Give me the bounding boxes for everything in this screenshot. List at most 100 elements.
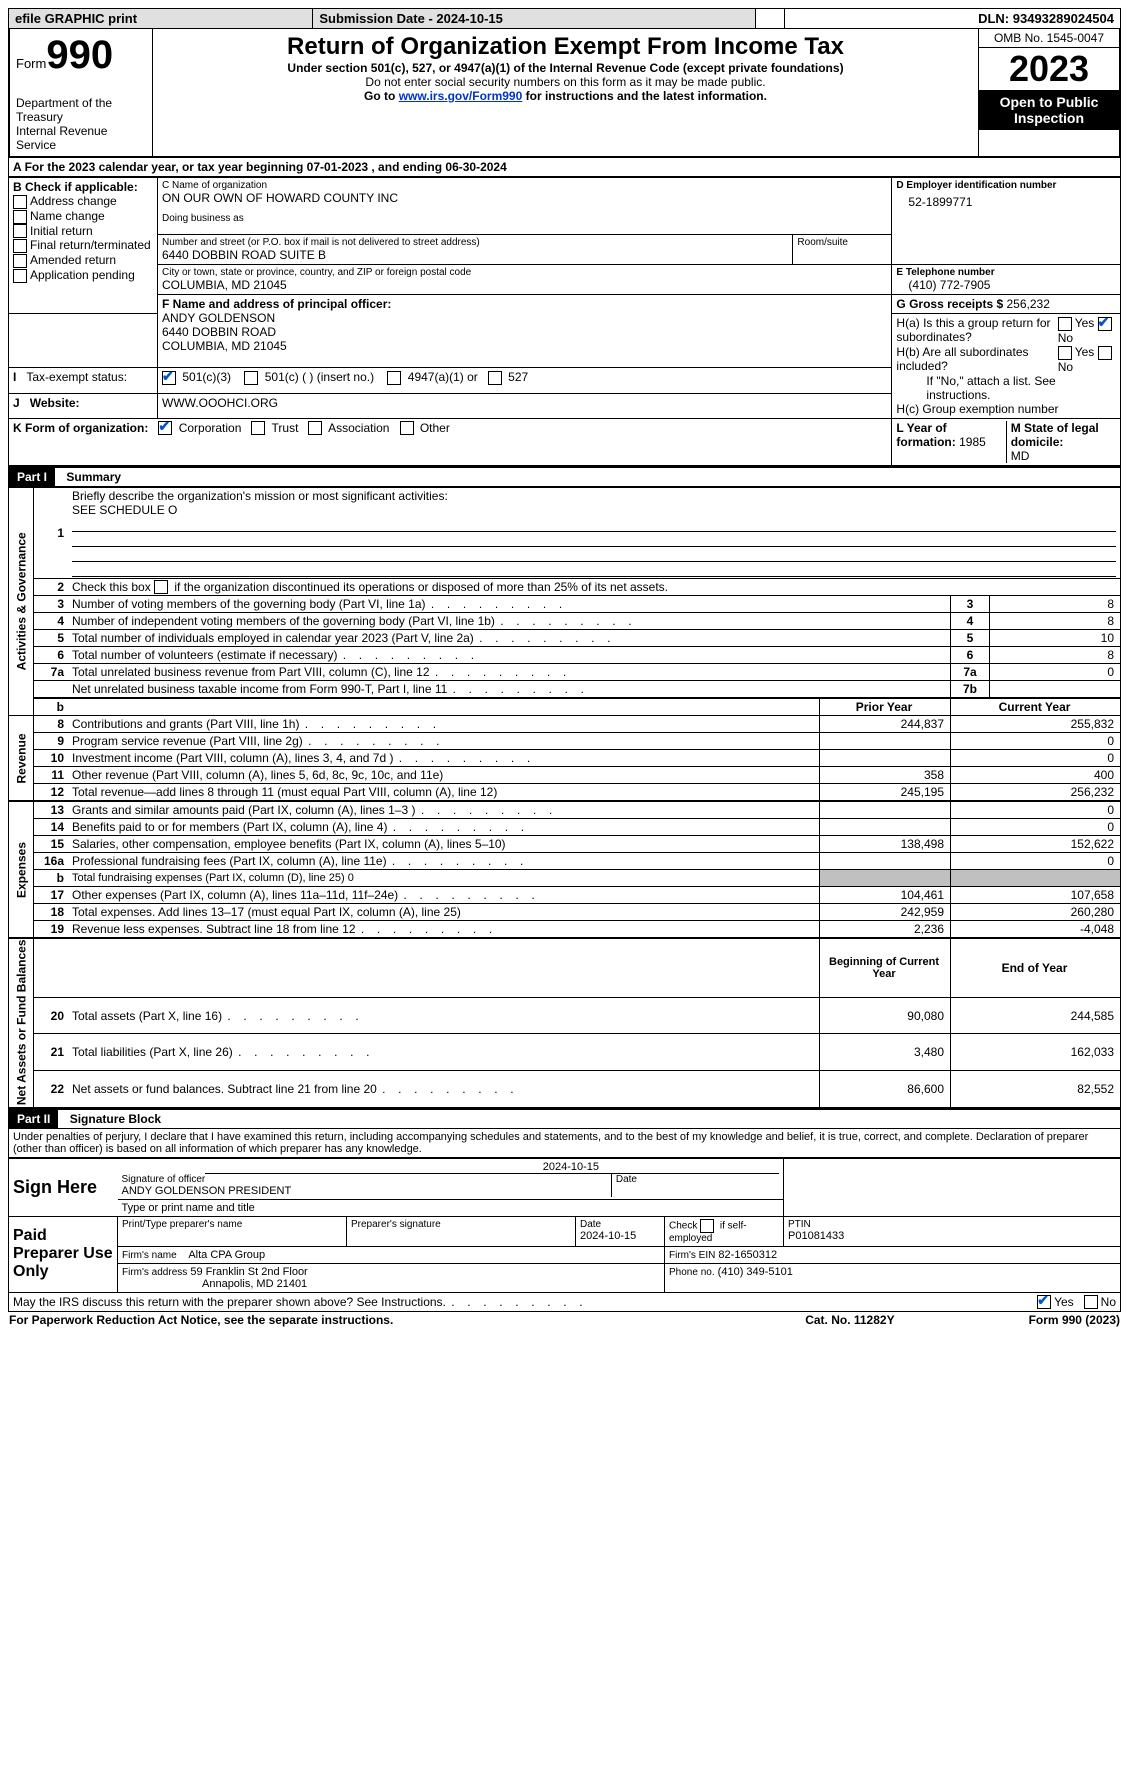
exp-row: 17Other expenses (Part IX, column (A), l… [9,886,1121,903]
check-address-change[interactable] [13,195,27,209]
check-amended-return[interactable] [13,254,27,268]
summary-table: Activities & Governance 1 Briefly descri… [8,487,1121,1108]
check-self-employed[interactable] [700,1219,714,1233]
city-value: COLUMBIA, MD 21045 [162,278,887,292]
check-association[interactable] [308,421,322,435]
box-e-label: E Telephone number [896,267,1116,278]
form-subtitle-1: Under section 501(c), 527, or 4947(a)(1)… [159,61,972,75]
form-header: Form990 Department of the Treasury Inter… [8,29,1121,158]
street-label: Number and street (or P.O. box if mail i… [162,237,788,248]
firm-ein-value: 82-1650312 [718,1249,777,1261]
website-value: WWW.OOOHCI.ORG [158,394,892,419]
h-b-note: If "No," attach a list. See instructions… [896,374,1116,402]
firm-addr-1: 59 Franklin St 2nd Floor [190,1266,307,1278]
form-title: Return of Organization Exempt From Incom… [159,33,972,61]
box-l-label: L Year of formation: [896,421,955,449]
org-name: ON OUR OWN OF HOWARD COUNTY INC [162,191,887,205]
prep-sig-label: Preparer's signature [351,1219,571,1230]
end-year-header: End of Year [951,938,1121,997]
part-1-header: Part I Summary [8,466,1121,487]
top-bar: efile GRAPHIC print Submission Date - 20… [8,8,1121,29]
prep-name-label: Print/Type preparer's name [122,1219,342,1230]
net-row: 20Total assets (Part X, line 16)90,08024… [9,997,1121,1034]
dln-value: 93493289024504 [1013,11,1114,26]
box-c-name-label: C Name of organization [162,180,887,191]
gov-row: 6Total number of volunteers (estimate if… [9,647,1121,664]
rev-row: 11Other revenue (Part VIII, column (A), … [9,766,1121,783]
check-discontinued[interactable] [154,580,168,594]
check-501c[interactable] [244,371,258,385]
city-label: City or town, state or province, country… [162,267,887,278]
dln-label: DLN: [978,11,1009,26]
cat-no: Cat. No. 11282Y [761,1312,939,1328]
form-subtitle-2: Do not enter social security numbers on … [159,75,972,89]
submission-date-button[interactable]: Submission Date - 2024-10-15 [313,9,756,29]
h-b-label: H(b) Are all subordinates included? [896,345,1057,373]
goto-post: for instructions and the latest informat… [522,89,767,103]
check-corporation[interactable] [158,421,172,435]
spacer [756,9,785,29]
firm-phone-label: Phone no. [669,1267,715,1278]
vlabel-net-assets: Net Assets or Fund Balances [9,938,34,1107]
goto-pre: Go to [364,89,399,103]
current-year-header: Current Year [951,698,1121,715]
h-b-yes[interactable] [1058,346,1072,360]
check-application-pending[interactable] [13,269,27,283]
box-g-label: G Gross receipts $ [896,297,1003,311]
state-domicile: MD [1011,449,1030,463]
vlabel-governance: Activities & Governance [9,487,34,715]
sig-date-label: Date [616,1174,779,1185]
begin-year-header: Beginning of Current Year [820,938,951,997]
check-trust[interactable] [251,421,265,435]
page-footer: For Paperwork Reduction Act Notice, see … [8,1312,1121,1328]
paid-preparer-label: Paid Preparer Use Only [13,1227,113,1281]
discuss-no[interactable] [1084,1295,1098,1309]
gov-row: 7aTotal unrelated business revenue from … [9,664,1121,681]
gov-row: 3Number of voting members of the governi… [9,596,1121,613]
firm-addr-2: Annapolis, MD 21401 [122,1278,307,1290]
room-label: Room/suite [797,237,887,248]
line1-label: Briefly describe the organization's miss… [72,489,448,503]
identification-block: B Check if applicable: Address change Na… [8,177,1121,466]
form-990: 990 [46,33,113,77]
irs-link[interactable]: www.irs.gov/Form990 [399,89,523,103]
rev-row: 9Program service revenue (Part VIII, lin… [9,732,1121,749]
rev-row: 12Total revenue—add lines 8 through 11 (… [9,783,1121,801]
box-k-label: K Form of organization: [13,421,148,435]
box-m-label: M State of legal domicile: [1011,421,1099,449]
prep-date-value: 2024-10-15 [580,1230,660,1242]
exp-row: 16aProfessional fundraising fees (Part I… [9,852,1121,869]
type-name-label: Type or print name and title [118,1199,784,1216]
line1-value: SEE SCHEDULE O [72,503,177,517]
dept-treasury: Department of the Treasury [16,96,146,124]
discuss-yes[interactable] [1037,1295,1051,1309]
ptin-value: P01081433 [788,1230,1116,1242]
firm-phone-value: (410) 349-5101 [718,1266,793,1278]
sign-here-label: Sign Here [13,1177,114,1198]
h-a-no[interactable] [1098,317,1112,331]
check-final-return[interactable] [13,239,27,253]
box-i-label: Tax-exempt status: [26,370,127,384]
check-527[interactable] [488,371,502,385]
sig-officer-label: Signature of officer [122,1174,611,1185]
prep-date-label: Date [580,1219,660,1230]
gov-row: Net unrelated business taxable income fr… [9,681,1121,699]
prior-year-header: Prior Year [820,698,951,715]
h-a-yes[interactable] [1058,317,1072,331]
check-4947[interactable] [387,371,401,385]
check-name-change[interactable] [13,210,27,224]
check-initial-return[interactable] [13,224,27,238]
exp-row: 14Benefits paid to or for members (Part … [9,818,1121,835]
exp-row: 19Revenue less expenses. Subtract line 1… [9,920,1121,938]
signature-block: Sign Here 2024-10-15 Signature of office… [8,1158,1121,1293]
h-b-no[interactable] [1098,346,1112,360]
exp-row: bTotal fundraising expenses (Part IX, co… [9,869,1121,886]
box-f-label: F Name and address of principal officer: [162,297,887,311]
officer-name: ANDY GOLDENSON [162,311,887,325]
irs-label: Internal Revenue Service [16,124,146,152]
sig-date-1: 2024-10-15 [205,1161,780,1174]
check-other[interactable] [400,421,414,435]
year-formation: 1985 [959,435,986,449]
check-501c3[interactable] [162,371,176,385]
efile-print-button[interactable]: efile GRAPHIC print [9,9,313,29]
